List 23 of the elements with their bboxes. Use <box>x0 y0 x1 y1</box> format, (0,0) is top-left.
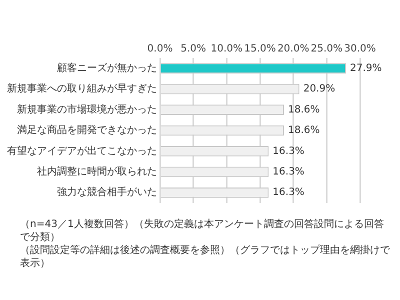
y-tick-label: 新規事業の市場環境が悪かった <box>17 103 157 116</box>
data-label: 27.9% <box>350 62 382 74</box>
data-label: 18.6% <box>288 125 320 136</box>
x-tick-label: 0.0% <box>147 44 173 55</box>
data-label: 20.9% <box>303 84 336 95</box>
x-tick-label: 30.0% <box>344 44 376 55</box>
y-tick-label: 強力な競合相手がいた <box>57 186 157 198</box>
x-tick-label: 25.0% <box>310 44 343 55</box>
text: （設問設定等の詳細は後述の調査概要を参照）（グラフではトップ理由を網掛けで表示） <box>20 244 390 270</box>
y-tick-label: 新規事業への取り組みが早すぎた <box>7 82 157 95</box>
data-label: 16.3% <box>272 166 304 178</box>
y-tick-label: 満足な商品を開発できなかった <box>17 124 157 136</box>
x-tick-label: 15.0% <box>244 44 276 55</box>
text: （n=43／1人複数回答）（失敗の定義は本アンケート調査の回答設問による回答で分類） <box>20 218 385 244</box>
data-label: 16.3% <box>272 146 304 157</box>
x-tick-label: 10.0% <box>210 44 243 55</box>
data-label: 18.6% <box>288 104 320 116</box>
x-tick-label: 20.0% <box>277 44 310 55</box>
data-label: 16.3% <box>272 187 304 198</box>
y-tick-label: 顧客ニーズが無かった <box>57 62 157 74</box>
x-tick-label: 5.0% <box>180 44 206 55</box>
y-tick-label: 有望なアイデアが出てこなかった <box>7 144 157 157</box>
y-tick-label: 社内調整に時間が取られた <box>37 166 157 178</box>
